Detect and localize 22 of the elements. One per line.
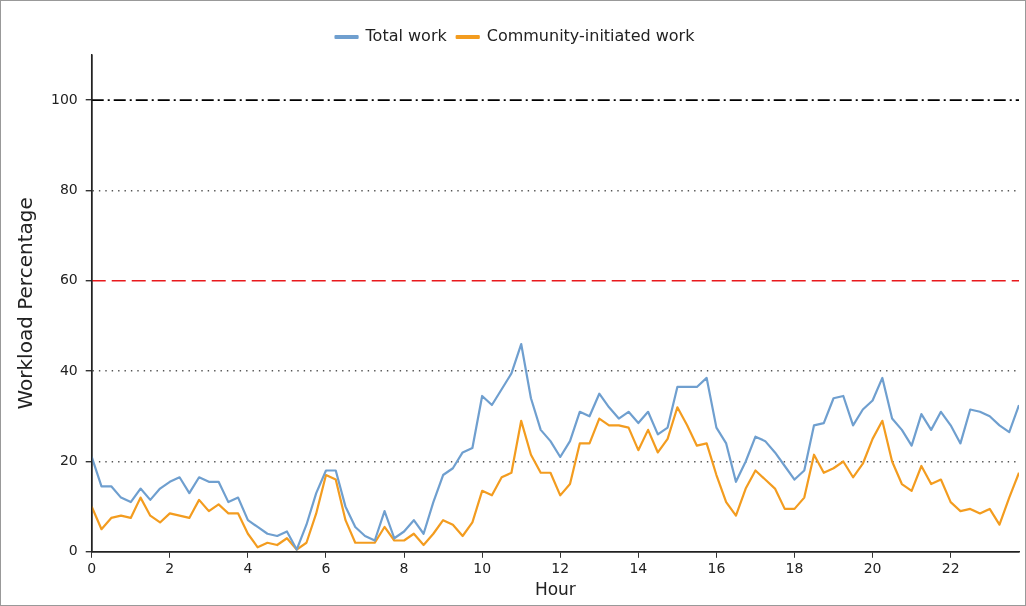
x-tick-label: 14: [629, 559, 648, 576]
x-tick-label: 20: [863, 559, 882, 576]
x-tick-label: 6: [321, 559, 331, 576]
y-tick-label: 80: [59, 181, 78, 198]
x-axis-title: Hour: [534, 579, 576, 600]
x-tick-label: 16: [707, 559, 726, 576]
x-tick-label: 4: [243, 559, 253, 576]
y-tick-label: 0: [68, 542, 78, 559]
legend-label: Community-initiated work: [486, 26, 696, 46]
x-tick-label: 8: [399, 559, 409, 576]
y-tick-label: 40: [59, 361, 78, 378]
x-tick-label: 22: [941, 559, 960, 576]
y-tick-label: 100: [50, 90, 78, 107]
x-tick-label: 0: [87, 559, 97, 576]
x-tick-label: 2: [165, 559, 175, 576]
y-tick-label: 20: [59, 452, 78, 469]
x-tick-label: 10: [473, 559, 492, 576]
x-tick-label: 18: [785, 559, 804, 576]
y-tick-label: 60: [59, 271, 78, 288]
y-axis-title: Workload Percentage: [13, 197, 38, 410]
legend-label: Total work: [364, 26, 448, 46]
x-tick-label: 12: [551, 559, 570, 576]
